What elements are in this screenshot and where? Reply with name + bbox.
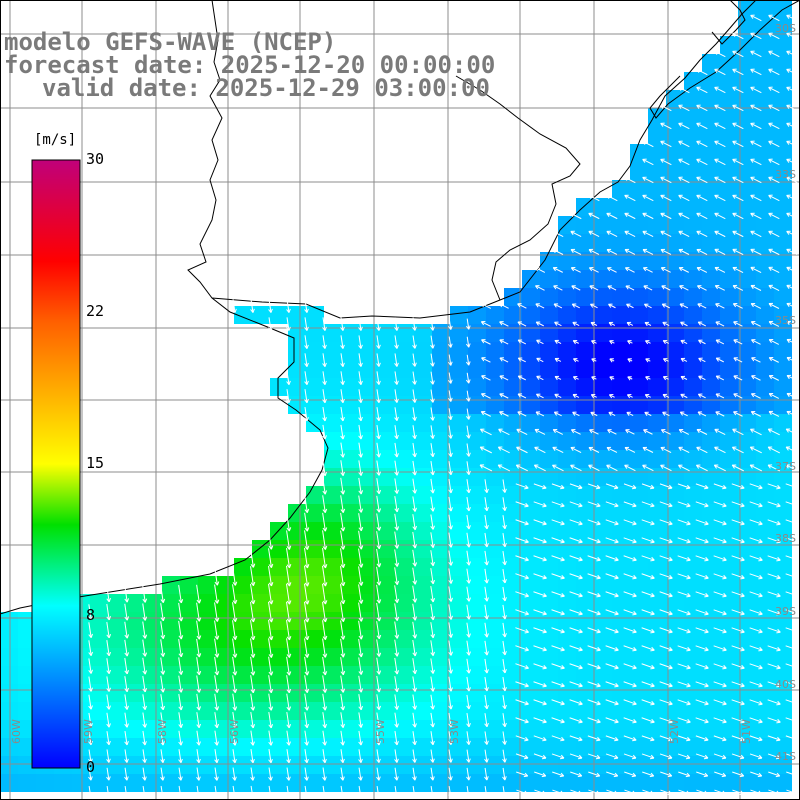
coastline	[0, 0, 800, 615]
colorbar-tick-8: 8	[86, 606, 96, 624]
lat-label: 35S	[775, 314, 796, 327]
colorbar-tick-22: 22	[86, 302, 105, 320]
lon-label: 56W	[228, 719, 241, 744]
lon-label: 53W	[448, 719, 461, 744]
colorbar-tick-30: 30	[86, 150, 105, 168]
wind-vectors	[88, 14, 799, 799]
lon-label: 58W	[156, 719, 169, 744]
lat-label: 37S	[775, 460, 796, 473]
lat-label: 39S	[775, 605, 796, 618]
colorbar-gradient	[31, 159, 81, 769]
lat-label: 38S	[775, 532, 796, 545]
lon-label: 59W	[82, 719, 95, 744]
lon-label: 52W	[668, 719, 681, 744]
forecast-date: forecast date: 2025-12-20 00:00:00	[4, 51, 496, 79]
lon-label: 60W	[10, 719, 23, 744]
colorbar-unit: [m/s]	[34, 132, 77, 148]
colorbar-tick-15: 15	[86, 454, 105, 472]
lat-label: 33S	[775, 168, 796, 181]
lon-label: 51W	[740, 719, 753, 744]
model-title: modelo GEFS-WAVE (NCEP)	[4, 28, 337, 56]
lat-label: 40S	[775, 678, 796, 691]
lat-label: 30S	[775, 22, 796, 35]
colorbar-tick-0: 0	[86, 758, 96, 776]
valid-date: valid date: 2025-12-29 03:00:00	[42, 74, 490, 102]
lon-label: 55W	[374, 719, 387, 744]
lat-label: 41S	[775, 750, 796, 763]
